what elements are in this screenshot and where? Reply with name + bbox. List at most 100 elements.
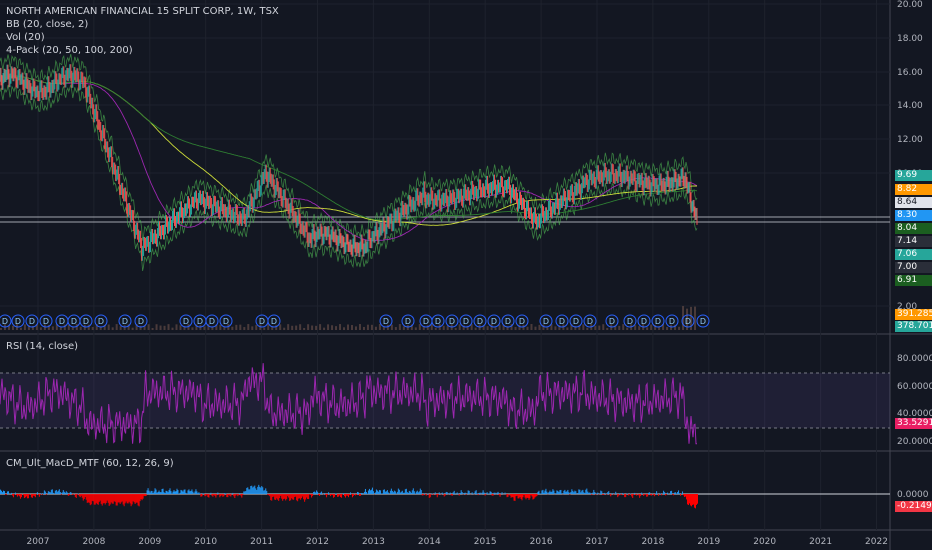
- macd-bar: [250, 486, 252, 494]
- macd-legend[interactable]: CM_Ult_MacD_MTF (60, 12, 26, 9): [6, 458, 174, 469]
- macd-bar: [215, 494, 217, 498]
- macd-bar: [84, 494, 86, 497]
- macd-bar: [318, 494, 320, 496]
- macd-bar: [385, 491, 387, 494]
- macd-bar: [124, 494, 126, 504]
- macd-bar: [618, 494, 620, 496]
- volume-bar: [458, 324, 461, 330]
- macd-bar: [486, 492, 488, 494]
- macd-bar: [260, 487, 262, 494]
- dividend-label: D: [627, 317, 633, 326]
- x-tick-label: 2014: [418, 537, 441, 547]
- macd-bar: [301, 494, 303, 499]
- macd-bar: [57, 490, 59, 494]
- x-tick-label: 2022: [865, 537, 888, 547]
- macd-bar: [120, 494, 122, 503]
- macd-bar: [133, 494, 135, 503]
- macd-bar: [169, 488, 171, 494]
- macd-bar: [483, 492, 485, 494]
- macd-bar: [679, 493, 681, 494]
- indicator-tag: 33.5291: [895, 418, 932, 429]
- macd-bar: [656, 491, 658, 494]
- macd-bar: [567, 489, 569, 494]
- macd-bar: [216, 494, 218, 496]
- macd-bar: [295, 494, 297, 497]
- macd-bar: [125, 494, 127, 502]
- macd-bar: [397, 488, 399, 494]
- macd-bar: [496, 492, 498, 494]
- macd-bar: [161, 489, 163, 494]
- volume-bar: [23, 324, 26, 330]
- macd-bar: [533, 494, 535, 499]
- macd-bar: [221, 494, 223, 496]
- macd-bar: [271, 494, 273, 501]
- volume-bar: [123, 325, 126, 330]
- macd-bar: [210, 492, 212, 494]
- volume-bar: [422, 326, 425, 330]
- macd-bar: [545, 488, 547, 494]
- macd-bar: [107, 494, 109, 503]
- macd-bar: [526, 494, 528, 498]
- macd-bar: [520, 494, 522, 499]
- macd-bar: [38, 494, 40, 497]
- macd-bar: [444, 494, 446, 496]
- dividend-label: D: [655, 317, 661, 326]
- macd-bar: [339, 494, 341, 496]
- volume-bar: [263, 327, 266, 330]
- macd-bar: [422, 494, 424, 496]
- macd-bar: [282, 494, 284, 501]
- macd-bar: [156, 492, 158, 494]
- macd-bar: [489, 491, 491, 494]
- macd-bar: [333, 494, 335, 498]
- macd-bar: [217, 492, 219, 494]
- macd-bar: [230, 494, 232, 497]
- macd-bar: [19, 494, 21, 499]
- macd-bar: [240, 494, 242, 496]
- volume-bar: [434, 327, 437, 330]
- macd-bar: [105, 494, 107, 503]
- macd-bar: [563, 490, 565, 494]
- macd-bar: [237, 494, 239, 497]
- macd-bar: [335, 493, 337, 494]
- volume-bar: [251, 326, 254, 330]
- macd-bar: [325, 494, 327, 496]
- macd-bar: [374, 492, 376, 494]
- volume-bar: [303, 327, 306, 330]
- macd-bar: [454, 493, 456, 494]
- rsi-legend[interactable]: RSI (14, close): [6, 341, 79, 352]
- volume-bar: [570, 324, 573, 330]
- bb-legend[interactable]: BB (20, close, 2): [6, 19, 89, 30]
- volume-bar: [354, 326, 357, 330]
- volume-bar: [279, 324, 282, 330]
- macd-bar: [234, 494, 236, 499]
- macd-bar: [450, 494, 452, 496]
- fourpack-legend[interactable]: 4-Pack (20, 50, 100, 200): [6, 45, 133, 56]
- macd-bar: [138, 494, 140, 507]
- macd-bar: [219, 494, 221, 498]
- volume-bar: [666, 326, 669, 330]
- macd-bar: [144, 494, 146, 497]
- vol-legend[interactable]: Vol (20): [6, 32, 45, 43]
- macd-bar: [70, 492, 72, 494]
- volume-bar: [283, 327, 286, 330]
- macd-bar: [677, 492, 679, 494]
- macd-bar: [491, 494, 493, 496]
- dividend-icon: [665, 314, 679, 328]
- macd-bar: [522, 494, 524, 498]
- dividend-icon: [39, 314, 53, 328]
- macd-bar: [516, 494, 518, 496]
- x-tick-label: 2011: [250, 537, 273, 547]
- macd-bar: [535, 494, 537, 497]
- volume-bar: [530, 324, 533, 330]
- macd-bar: [273, 494, 275, 497]
- volume-bar: [534, 326, 537, 330]
- macd-bar: [320, 492, 322, 494]
- symbol-title[interactable]: NORTH AMERICAN FINANCIAL 15 SPLIT CORP, …: [6, 6, 279, 17]
- x-tick-label: 2012: [306, 537, 329, 547]
- ma-50: [0, 73, 698, 242]
- macd-bar: [314, 491, 316, 494]
- macd-bar: [367, 490, 369, 494]
- macd-bar: [666, 494, 668, 495]
- volume-bar: [311, 325, 314, 330]
